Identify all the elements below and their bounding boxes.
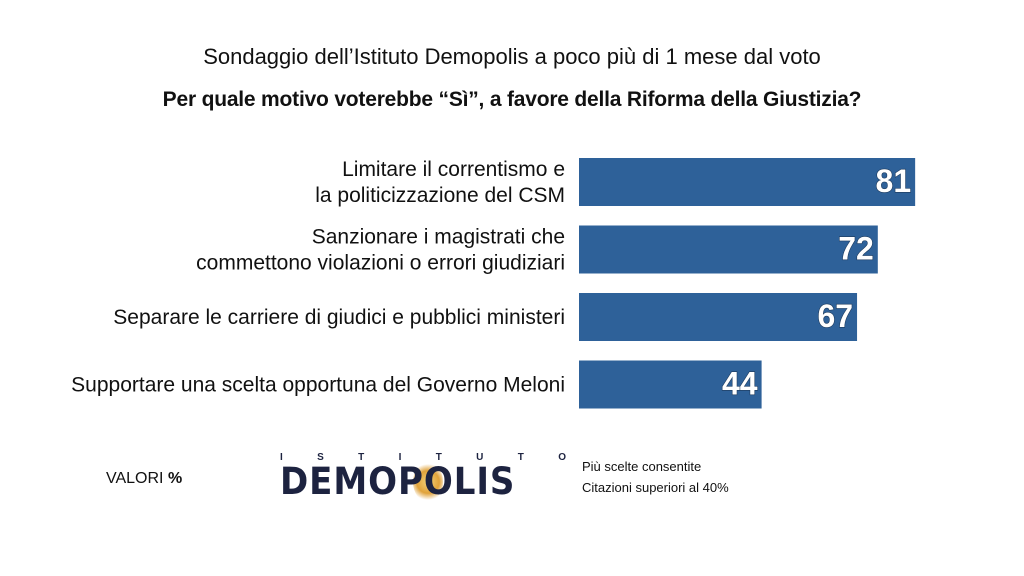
logo-letter: T — [435, 452, 442, 463]
logo-letter: I — [398, 452, 402, 463]
logo-letter: U — [476, 452, 484, 463]
logo-istituto-text: I S T I T U T O — [280, 452, 566, 463]
bar-value-label: 44 — [722, 366, 758, 402]
bar-value-label: 67 — [817, 298, 853, 334]
values-unit-note: VALORI % — [106, 470, 182, 488]
category-label: la politicizzazione del CSM — [315, 184, 565, 207]
logo-letter: S — [317, 452, 324, 463]
demopolis-logo: I S T I T U T O DEMOPOLIS — [280, 452, 566, 504]
logo-letter: T — [358, 452, 365, 463]
valori-label: VALORI — [106, 470, 164, 487]
bar-4 — [579, 360, 762, 409]
category-label: Sanzionare i magistrati che — [312, 226, 565, 249]
logo-letter: T — [517, 452, 524, 463]
bar-2 — [579, 225, 878, 274]
logo-letter: I — [280, 452, 283, 463]
note-multiple-choice: Più scelte consentite — [582, 459, 702, 474]
bar-3 — [579, 293, 858, 341]
note-threshold: Citazioni superiori al 40% — [582, 480, 729, 495]
bar-value-label: 81 — [876, 163, 912, 199]
category-label: commettono violazioni o errori giudiziar… — [196, 252, 565, 275]
logo-letter: O — [558, 452, 566, 463]
category-label: Supportare una scelta opportuna del Gove… — [71, 374, 565, 397]
footnotes: Più scelte consentite Citazioni superior… — [582, 456, 729, 498]
chart-subtitle: Sondaggio dell’Istituto Demopolis a poco… — [203, 44, 821, 69]
category-label: Separare le carriere di giudici e pubbli… — [113, 306, 565, 329]
bar-value-label: 72 — [838, 231, 874, 267]
bar-chart: 81 Limitare il correntismo e la politicizz… — [71, 158, 916, 409]
valori-unit: % — [167, 470, 183, 487]
category-label: Limitare il correntismo e — [342, 158, 565, 181]
chart-title: Per quale motivo voterebbe “Sì”, a favor… — [162, 88, 862, 111]
bar-1 — [579, 158, 916, 206]
logo-sun-icon — [413, 462, 443, 502]
logo-wordmark: DEMOPOLIS — [280, 460, 516, 503]
